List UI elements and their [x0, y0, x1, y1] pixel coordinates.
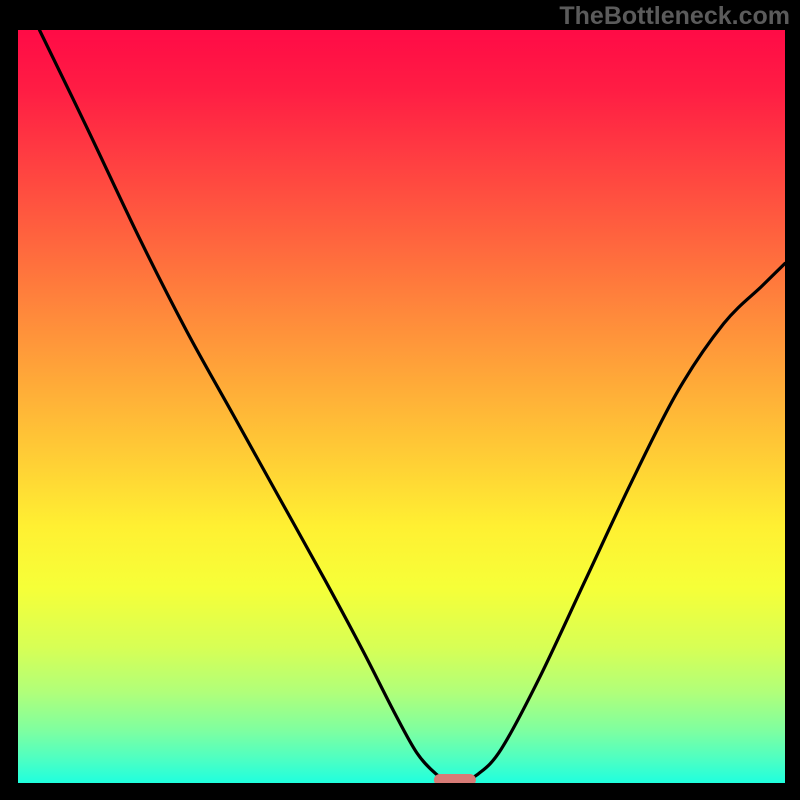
- frame-bottom: [0, 783, 800, 800]
- frame-right: [785, 0, 800, 800]
- frame-left: [0, 0, 18, 800]
- bottleneck-marker-pill: [434, 774, 476, 783]
- bottleneck-curve: [18, 30, 785, 783]
- watermark-text: TheBottleneck.com: [559, 2, 790, 31]
- bottleneck-chart-root: TheBottleneck.com: [0, 0, 800, 800]
- plot-area: [18, 30, 785, 783]
